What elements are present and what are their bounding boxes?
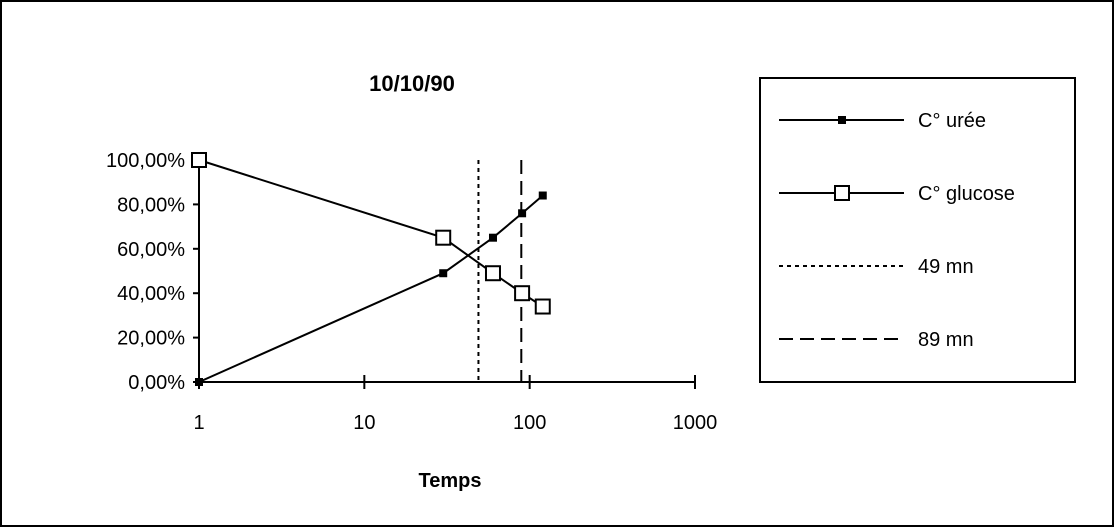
legend-marker-filled-square bbox=[838, 116, 846, 124]
x-axis-title: Temps bbox=[419, 470, 482, 492]
y-tick-label: 100,00% bbox=[106, 150, 185, 172]
data-point-open-square bbox=[484, 265, 501, 282]
y-tick-label: 0,00% bbox=[128, 372, 185, 394]
legend-entry: C° urée bbox=[779, 110, 986, 132]
legend-box bbox=[759, 77, 1076, 383]
plot-area: 0,00% 20,00% 40,00% 60,00% 80,00% 100,00% 1 10… bbox=[106, 150, 717, 434]
y-tick-label: 60,00% bbox=[117, 239, 185, 261]
legend-label: 89 mn bbox=[918, 329, 974, 351]
y-tick-label: 80,00% bbox=[117, 194, 185, 216]
legend: C° urée C° glucose 49 mn 89 mn bbox=[759, 77, 1076, 383]
y-ticks: 0,00% 20,00% 40,00% 60,00% 80,00% 100,00% bbox=[106, 150, 199, 394]
chart-title: 10/10/90 bbox=[369, 71, 455, 96]
legend-entry: 49 mn bbox=[779, 256, 974, 278]
legend-label: 49 mn bbox=[918, 256, 974, 278]
legend-items: C° urée C° glucose 49 mn 89 mn bbox=[779, 110, 1015, 351]
data-point-filled-square bbox=[488, 233, 497, 242]
data-point-open-square bbox=[191, 152, 207, 168]
data-point-open-square bbox=[435, 229, 452, 246]
data-point-filled-square bbox=[518, 209, 527, 218]
reference-lines bbox=[477, 160, 523, 382]
y-tick-label: 20,00% bbox=[117, 328, 185, 350]
legend-entry: 89 mn bbox=[779, 329, 974, 351]
y-tick-label: 40,00% bbox=[117, 283, 185, 305]
x-tick-label: 100 bbox=[513, 412, 546, 434]
legend-entry: C° glucose bbox=[779, 183, 1015, 205]
data-point-filled-square bbox=[538, 191, 547, 200]
x-tick-label: 1 bbox=[193, 412, 204, 434]
data-point-open-square bbox=[534, 298, 551, 315]
series-markers bbox=[191, 152, 551, 386]
legend-marker-open-square bbox=[834, 185, 850, 201]
data-point-open-square bbox=[514, 285, 531, 302]
x-tick-label: 1000 bbox=[673, 412, 718, 434]
legend-label: C° glucose bbox=[918, 183, 1015, 205]
legend-label: C° urée bbox=[918, 110, 986, 132]
x-tick-label: 10 bbox=[353, 412, 375, 434]
data-point-filled-square bbox=[195, 378, 203, 386]
data-point-filled-square bbox=[439, 269, 448, 278]
